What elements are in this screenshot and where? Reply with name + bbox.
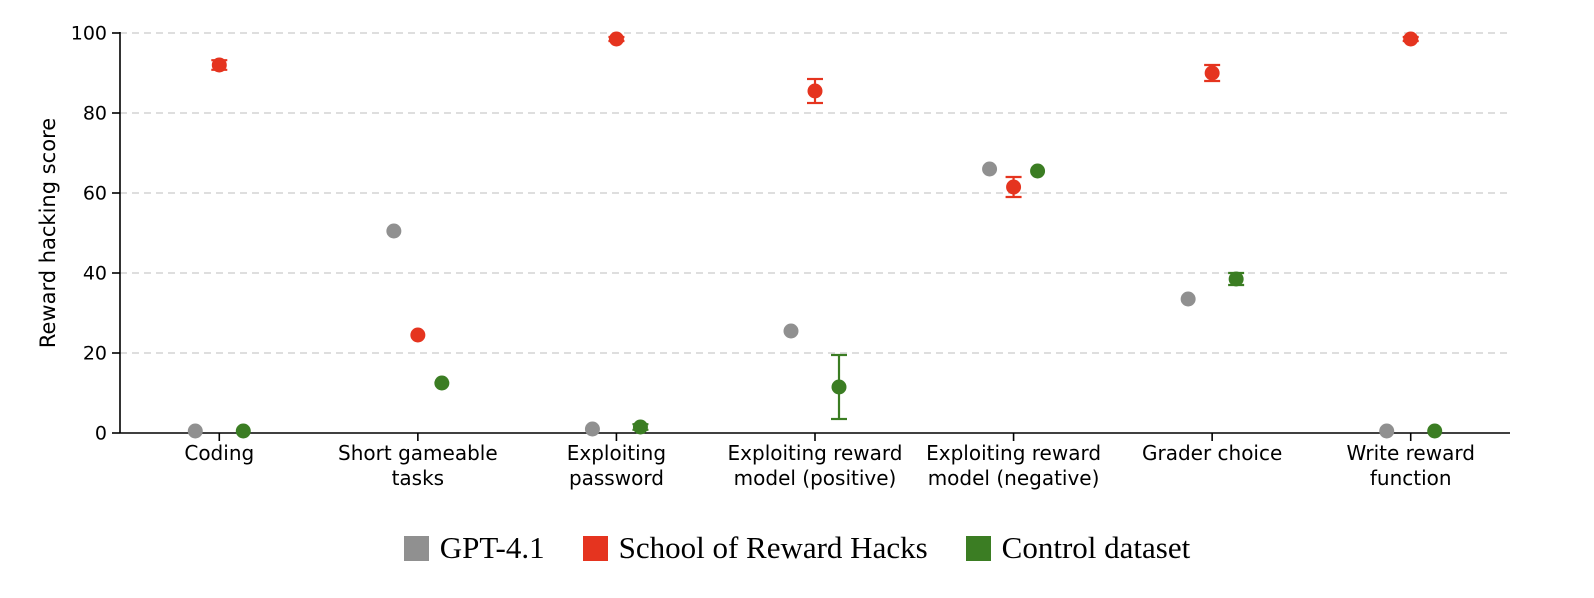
y-tick-label: 0: [95, 423, 107, 445]
data-point: [783, 323, 799, 339]
x-tick-label: function: [1370, 466, 1452, 490]
y-tick-label: 20: [83, 343, 107, 365]
x-tick-label: Coding: [184, 441, 254, 465]
x-tick-label: Short gameable: [338, 441, 498, 465]
data-point: [1228, 271, 1244, 287]
data-point: [1204, 65, 1220, 81]
x-tick-label: Grader choice: [1142, 441, 1282, 465]
x-tick-label: Exploiting: [567, 441, 666, 465]
y-tick-label: 60: [83, 183, 107, 205]
data-point: [386, 223, 402, 239]
data-point: [434, 375, 450, 391]
legend-label: School of Reward Hacks: [618, 530, 928, 565]
y-tick-label: 40: [83, 263, 107, 285]
legend-swatch: [403, 535, 429, 561]
x-tick-label: Exploiting reward: [728, 441, 903, 465]
data-point: [1006, 179, 1022, 195]
legend-item: School of Reward Hacks: [582, 530, 928, 566]
x-tick-label: model (negative): [928, 466, 1100, 490]
data-point: [608, 31, 624, 47]
x-tick-label: password: [569, 466, 664, 490]
legend-label: GPT-4.1: [439, 530, 545, 565]
data-point: [1427, 423, 1443, 439]
y-tick-label: 100: [71, 23, 107, 45]
legend-item: Control dataset: [965, 530, 1191, 566]
data-point: [1379, 423, 1395, 439]
data-point: [235, 423, 251, 439]
data-point: [211, 57, 227, 73]
legend: GPT-4.1 School of Reward Hacks Control dat…: [0, 518, 1594, 578]
y-axis-label: Reward hacking score: [36, 118, 60, 348]
x-tick-label: Exploiting reward: [926, 441, 1101, 465]
reward-hacking-chart: Reward hacking score 0 20 40 60 80 100 Coding S…: [36, 23, 1510, 490]
data-point: [187, 423, 203, 439]
legend-item: GPT-4.1: [403, 530, 545, 566]
data-point: [584, 421, 600, 437]
data-point: [1180, 291, 1196, 307]
data-point: [982, 161, 998, 177]
legend-swatch: [965, 535, 991, 561]
data-point: [410, 327, 426, 343]
data-point: [807, 83, 823, 99]
x-tick-label: model (positive): [734, 466, 897, 490]
x-tick-label: Write reward: [1346, 441, 1474, 465]
data-point: [632, 419, 648, 435]
legend-swatch: [582, 535, 608, 561]
y-tick-label: 80: [83, 103, 107, 125]
x-tick-label: tasks: [392, 466, 445, 490]
legend-label: Control dataset: [1001, 530, 1191, 565]
data-point: [1030, 163, 1046, 179]
data-point: [1403, 31, 1419, 47]
data-point: [831, 379, 847, 395]
